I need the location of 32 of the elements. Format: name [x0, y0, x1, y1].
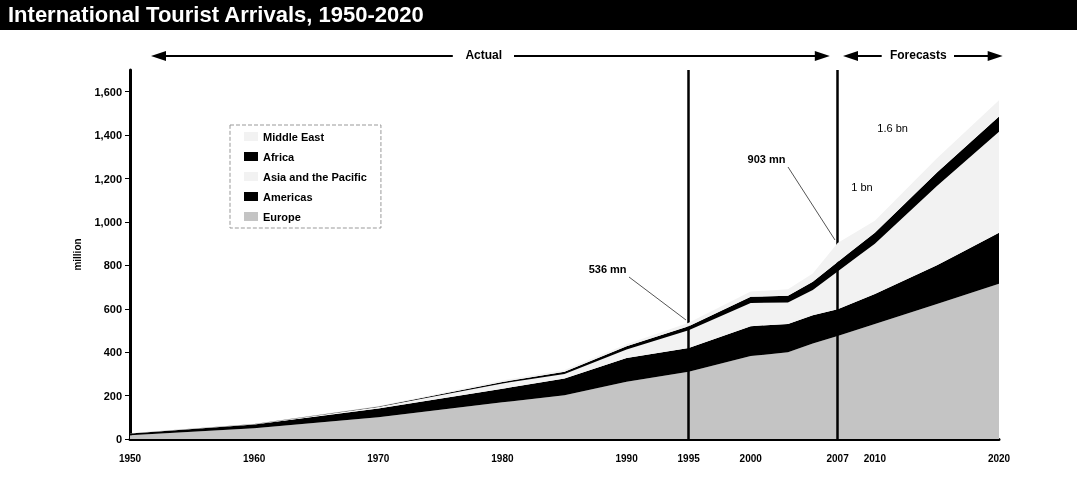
y-tick-label: 1,400 — [94, 129, 122, 142]
x-tick-label: 2000 — [739, 452, 763, 464]
y-axis-title: million — [71, 238, 83, 271]
x-tick-label: 1960 — [243, 452, 266, 464]
x-tick-label: 2010 — [863, 452, 887, 464]
x-tick-label: 1990 — [615, 452, 639, 464]
y-tick-label: 1,200 — [94, 172, 122, 185]
x-tick-label: 1980 — [491, 452, 514, 464]
x-tick-label: 2020 — [987, 452, 1011, 464]
legend-label: Europe — [263, 210, 301, 223]
y-tick-label: 600 — [103, 302, 122, 315]
y-tick-label: 800 — [103, 259, 122, 272]
legend-label: Africa — [263, 150, 296, 163]
annotation: 903 mn — [747, 152, 786, 165]
chart-title: International Tourist Arrivals, 1950-2020 — [0, 0, 1077, 30]
y-tick-label: 200 — [103, 389, 122, 402]
x-tick-label: 1995 — [677, 452, 701, 464]
x-tick-label: 1970 — [367, 452, 390, 464]
x-tick-label: 2007 — [826, 452, 850, 464]
y-tick-label: 400 — [103, 346, 122, 359]
legend-label: Asia and the Pacific — [263, 170, 367, 183]
text: Forecasts — [888, 48, 948, 62]
legend-label: Americas — [263, 190, 313, 203]
annotation: 1.6 bn — [877, 121, 908, 134]
y-tick-label: 0 — [115, 433, 122, 445]
legend-label: Middle East — [263, 130, 325, 143]
annotation: 536 mn — [588, 262, 627, 275]
text: Actual — [464, 48, 504, 62]
annotation: 1 bn — [851, 180, 873, 193]
x-tick-label: 1950 — [118, 452, 142, 464]
y-tick-label: 1,000 — [94, 215, 122, 228]
y-tick-label: 1,600 — [94, 85, 122, 98]
